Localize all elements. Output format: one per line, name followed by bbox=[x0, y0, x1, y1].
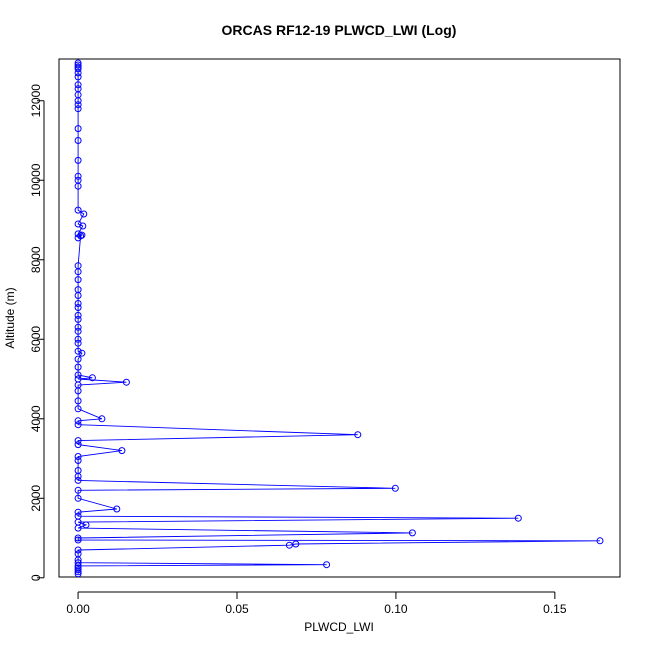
data-point bbox=[74, 315, 82, 323]
x-axis-label: PLWCD_LWI bbox=[304, 620, 374, 634]
data-point bbox=[74, 69, 82, 77]
data-point bbox=[82, 521, 90, 529]
y-axis: 0 2000 4000 6000 8000 10000 12000 bbox=[29, 84, 45, 581]
data-point bbox=[74, 472, 82, 480]
y-tick-label: 10000 bbox=[29, 163, 43, 197]
data-point bbox=[74, 566, 82, 574]
data-point bbox=[74, 172, 82, 180]
x-tick-label: 0.00 bbox=[66, 602, 90, 616]
data-point bbox=[74, 437, 82, 445]
data-point bbox=[80, 210, 88, 218]
data-point bbox=[74, 125, 82, 133]
data-point bbox=[74, 300, 82, 307]
data-point bbox=[74, 405, 82, 413]
data-point bbox=[74, 534, 82, 542]
y-axis-label: Altitude (m) bbox=[3, 287, 17, 348]
data-point bbox=[88, 374, 96, 382]
data-point bbox=[514, 514, 522, 522]
data-point bbox=[74, 220, 82, 228]
data-point bbox=[74, 570, 82, 578]
y-tick-label: 0 bbox=[29, 574, 43, 581]
data-point bbox=[74, 397, 82, 405]
data-point bbox=[74, 453, 82, 460]
data-point bbox=[74, 304, 82, 311]
data-point bbox=[74, 476, 82, 484]
data-point bbox=[78, 349, 86, 357]
data-point bbox=[122, 378, 130, 386]
data-point bbox=[285, 541, 293, 549]
data-point bbox=[74, 371, 82, 379]
data-point bbox=[74, 323, 82, 331]
data-point bbox=[74, 536, 82, 544]
y-tick-label: 4000 bbox=[29, 405, 43, 432]
data-point bbox=[391, 484, 399, 492]
data-point bbox=[74, 457, 82, 464]
x-tick-label: 0.15 bbox=[543, 602, 567, 616]
data-point bbox=[74, 559, 82, 567]
data-point bbox=[74, 311, 82, 319]
data-point bbox=[74, 347, 82, 355]
data-point bbox=[596, 537, 604, 545]
data-point bbox=[74, 524, 82, 532]
data-point bbox=[74, 268, 82, 276]
data-point bbox=[79, 222, 87, 230]
data-point bbox=[74, 65, 82, 73]
data-point bbox=[74, 101, 82, 109]
data-point bbox=[74, 73, 82, 81]
data-point bbox=[74, 97, 82, 105]
plot-frame bbox=[58, 58, 621, 578]
chart-title: ORCAS RF12-19 PLWCD_LWI (Log) bbox=[222, 22, 457, 38]
data-point bbox=[74, 137, 82, 144]
data-point bbox=[74, 61, 82, 69]
y-tick-label: 8000 bbox=[29, 246, 43, 273]
data-point bbox=[354, 431, 362, 439]
data-point bbox=[74, 81, 82, 89]
data-point bbox=[74, 568, 82, 576]
data-point bbox=[74, 421, 82, 429]
data-point bbox=[74, 417, 82, 425]
data-point bbox=[74, 335, 82, 343]
y-tick-label: 12000 bbox=[29, 84, 43, 118]
x-tick-label: 0.05 bbox=[225, 602, 249, 616]
series-line bbox=[77, 63, 601, 574]
series-points bbox=[74, 59, 604, 578]
data-point bbox=[408, 529, 416, 537]
data-point bbox=[98, 415, 106, 423]
data-point bbox=[74, 494, 82, 502]
data-point bbox=[74, 206, 82, 214]
data-point bbox=[113, 505, 121, 513]
data-point bbox=[77, 232, 85, 240]
data-point bbox=[74, 387, 82, 395]
data-point bbox=[118, 447, 126, 455]
data-point bbox=[74, 508, 82, 516]
data-point bbox=[74, 546, 82, 554]
x-axis: 0.00 0.05 0.10 0.15 bbox=[66, 591, 567, 616]
x-tick-label: 0.10 bbox=[384, 602, 408, 616]
data-point bbox=[74, 486, 82, 494]
data-point bbox=[74, 363, 82, 371]
data-point bbox=[74, 182, 82, 190]
data-point bbox=[74, 441, 82, 449]
data-point bbox=[292, 540, 300, 548]
series-polyline bbox=[77, 63, 601, 574]
data-point bbox=[323, 561, 331, 569]
data-point bbox=[74, 292, 82, 299]
data-point bbox=[74, 156, 82, 164]
data-point bbox=[74, 105, 82, 113]
y-tick-label: 6000 bbox=[29, 326, 43, 353]
data-point bbox=[74, 276, 82, 284]
y-tick-label: 2000 bbox=[29, 485, 43, 512]
data-point bbox=[74, 339, 82, 347]
data-point bbox=[74, 327, 82, 335]
data-point bbox=[74, 355, 82, 363]
